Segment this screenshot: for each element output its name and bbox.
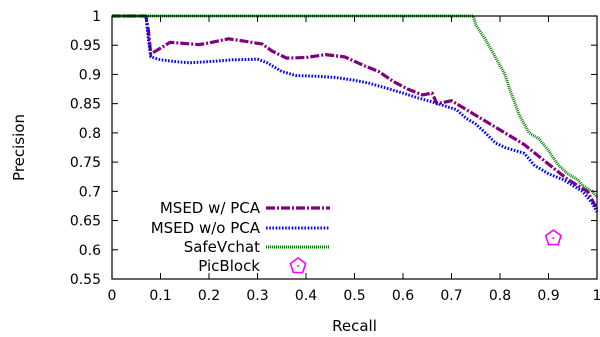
legend-label-msed-w-o-pca: MSED w/o PCA (151, 219, 261, 237)
legend-marker-dot-picblock (297, 265, 299, 267)
y-tick-label: 1 (92, 9, 101, 25)
x-tick-label: 0 (108, 288, 117, 304)
legend-label-safevchat: SafeVchat (184, 238, 260, 256)
y-tick-label: 0.85 (70, 97, 101, 113)
x-tick-label: 0.7 (440, 288, 462, 304)
x-tick-label: 0.8 (489, 288, 511, 304)
msed-w-o-pca-line (112, 14, 599, 213)
y-tick-label: 0.95 (70, 38, 101, 54)
y-tick-label: 0.65 (70, 214, 101, 230)
axis-ticks: 0 0.1 0.2 0.3 0.4 0.5 0.6 0.7 0.8 0.9 1 0.55 0.6 0.65… (70, 9, 600, 304)
x-tick-label: 0.1 (149, 288, 171, 304)
y-tick-label: 0.7 (79, 184, 101, 200)
picblock-point-dot (552, 237, 555, 240)
x-tick-label: 0.4 (295, 288, 317, 304)
plot-lines (112, 14, 599, 246)
picblock-point (544, 229, 562, 246)
y-tick-label: 0.6 (79, 243, 101, 259)
msed-w-pca-line (112, 14, 599, 210)
x-tick-label: 0.3 (246, 288, 268, 304)
x-axis-title: Recall (332, 317, 377, 335)
x-tick-label: 0.9 (537, 288, 559, 304)
legend-label-picblock: PicBlock (198, 257, 260, 275)
y-tick-label: 0.55 (70, 272, 101, 288)
x-tick-label: 1 (593, 288, 600, 304)
x-tick-label: 0.2 (198, 288, 220, 304)
y-tick-label: 0.9 (79, 67, 101, 83)
safevchat-line (112, 14, 599, 199)
legend-label-msed-w-pca: MSED w/ PCA (160, 199, 261, 217)
legend-marker-picblock (289, 257, 307, 274)
y-axis-title: Precision (10, 114, 28, 181)
x-tick-label: 0.6 (392, 288, 414, 304)
x-tick-label: 0.5 (343, 288, 365, 304)
y-tick-label: 0.75 (70, 155, 101, 171)
y-tick-label: 0.8 (79, 126, 101, 142)
